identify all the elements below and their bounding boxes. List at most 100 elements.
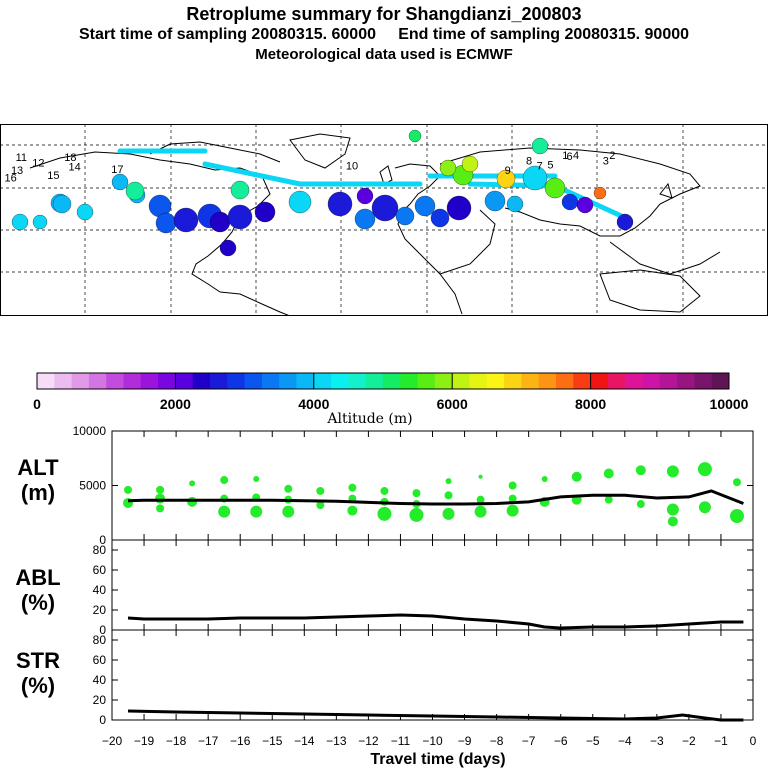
- plume-tracks: [117, 148, 631, 222]
- colorbar-label: Altitude (m): [326, 411, 412, 427]
- alt-plume-dot: [604, 495, 613, 504]
- colorbar-cell: [192, 373, 211, 389]
- x-tick-label: −3: [650, 734, 664, 748]
- x-tick-label: −13: [326, 734, 347, 748]
- x-tick-label: −5: [586, 734, 600, 748]
- colorbar-tick-label: 4000: [298, 396, 329, 412]
- plume-marker: [76, 203, 94, 221]
- plume-marker: [484, 190, 506, 212]
- colorbar-cell: [504, 373, 522, 389]
- plume-marker: [522, 165, 548, 191]
- plume-marker: [111, 173, 129, 191]
- alt-plume-dot: [478, 474, 483, 479]
- str-frame: [111, 629, 754, 721]
- plume-marker: [461, 155, 479, 173]
- plume-marker: [219, 239, 237, 257]
- plume-marker: [254, 201, 276, 223]
- alt-plume-dot: [697, 462, 712, 477]
- alt-plume-dot: [316, 486, 325, 495]
- alt-plume-dot: [476, 495, 485, 504]
- colorbar-cell: [521, 373, 540, 389]
- x-tick-label: −8: [490, 734, 504, 748]
- plume-marker: [354, 208, 376, 230]
- plume-marker: [173, 207, 199, 233]
- x-tick-label: −20: [102, 734, 123, 748]
- plume-marker: [496, 169, 516, 189]
- alt-plume-dot: [250, 505, 263, 518]
- alt-plume-dot: [603, 468, 614, 479]
- plume-marker-label: 10: [346, 161, 358, 173]
- alt-plume-dot: [635, 465, 646, 476]
- plume-marker: [371, 194, 399, 222]
- alt-plume-dot: [506, 504, 519, 517]
- plume-marker-label: 4: [573, 150, 579, 162]
- alt-plume-dot: [412, 489, 421, 498]
- plume-marker: [395, 206, 415, 226]
- colorbar-cell: [348, 373, 367, 389]
- colorbar-cell: [711, 373, 730, 389]
- colorbar-cell: [365, 373, 384, 389]
- y-tick-label: 60: [93, 653, 107, 667]
- colorbar-tick-label: 6000: [437, 396, 468, 412]
- colorbar-cell: [434, 373, 453, 389]
- colorbar-cell: [158, 373, 176, 389]
- colorbar-cell: [37, 373, 55, 389]
- colorbar-cell: [54, 373, 73, 389]
- x-tick-label: −9: [458, 734, 472, 748]
- alt-plume-dot: [666, 503, 679, 516]
- abl-unit: (%): [21, 590, 55, 615]
- y-tick-label: 10000: [73, 424, 107, 438]
- y-tick-label: 60: [93, 563, 107, 577]
- x-tick-label: 0: [750, 734, 757, 748]
- plume-marker-label: 17: [111, 164, 123, 176]
- abl-title: ABL: [15, 565, 60, 590]
- plume-marker-label: 1: [562, 150, 568, 162]
- str-line: [127, 709, 744, 722]
- alt-plume-dot: [220, 476, 229, 485]
- alt-plume-dot: [347, 505, 358, 516]
- colorbar-cell: [175, 373, 194, 389]
- alt-unit: (m): [21, 480, 55, 505]
- y-tick-label: 80: [93, 633, 107, 647]
- plume-marker: [11, 213, 29, 231]
- page-title: Retroplume summary for Shangdianzi_20080…: [186, 4, 582, 24]
- plume-marker-label: 11: [16, 152, 27, 164]
- alt-frame: [111, 430, 754, 541]
- plume-marker: [227, 204, 253, 230]
- coastlines: [29, 133, 721, 316]
- colorbar-cell: [625, 373, 643, 389]
- x-tick-label: −16: [230, 734, 251, 748]
- colorbar-cell: [313, 373, 332, 389]
- str-unit: (%): [21, 673, 55, 698]
- x-tick-label: −15: [262, 734, 283, 748]
- alt-plume-dot: [218, 505, 231, 518]
- x-tick-label: −1: [714, 734, 728, 748]
- plume-marker: [576, 196, 594, 214]
- alt-plume-dot: [189, 480, 196, 487]
- colorbar-cell: [486, 373, 505, 389]
- colorbar-cell: [677, 373, 695, 389]
- y-tick-label: 40: [93, 583, 107, 597]
- plume-marker-label: 13: [11, 165, 23, 177]
- abl-panel: ABL (%) 0 20 40 60 80: [15, 539, 754, 637]
- plume-marker: [408, 129, 422, 143]
- alt-plume-dot: [155, 493, 166, 504]
- alt-panel: ALT (m) 0 5000 10000: [17, 424, 754, 547]
- plume-marker-label: 14: [69, 162, 81, 174]
- plume-marker-label: 12: [32, 157, 44, 169]
- plume-marker: [32, 214, 48, 230]
- x-tick-label: −10: [422, 734, 443, 748]
- colorbar-cell: [590, 373, 609, 389]
- plume-marker: [52, 194, 72, 214]
- alt-plume-dot: [284, 484, 293, 493]
- colorbar-tick-label: 2000: [160, 396, 191, 412]
- colorbar-tick-label: 10000: [710, 396, 749, 412]
- colorbar-cell: [538, 373, 557, 389]
- colorbar-cell: [106, 373, 124, 389]
- colorbar-cell: [694, 373, 713, 389]
- x-tick-label: −17: [198, 734, 219, 748]
- colorbar-cell: [296, 373, 315, 389]
- sampling-time-subtitle: Start time of sampling 20080315. 60000 E…: [78, 26, 690, 43]
- alt-plume-dot: [253, 475, 260, 482]
